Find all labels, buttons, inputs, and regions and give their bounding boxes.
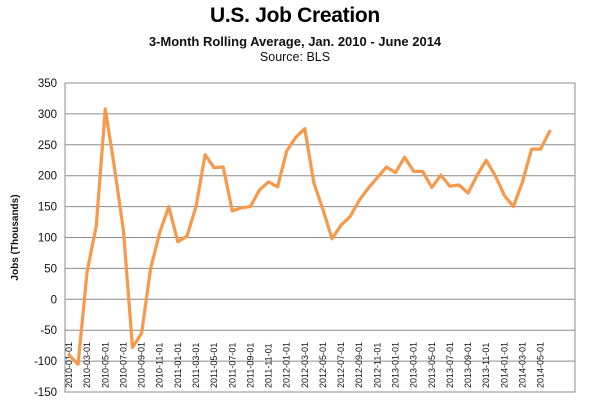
y-tick-label: 50: [44, 263, 57, 275]
x-tick-label: 2012-03-01: [300, 342, 310, 388]
x-tick-label: 2011-07-01: [227, 343, 237, 388]
y-tick-label: 350: [38, 78, 57, 90]
x-tick-label: 2013-11-01: [481, 343, 491, 388]
x-tick-label: 2012-01-01: [282, 342, 292, 388]
y-tick-label: -50: [40, 325, 57, 337]
y-axis-ticks: 350 300 250 200 150 100 50 0 -50 -100 -150: [34, 78, 57, 399]
x-tick-label: 2010-11-01: [155, 343, 165, 388]
x-tick-label: 2010-09-01: [137, 342, 147, 388]
x-tick-label: 2011-05-01: [209, 343, 219, 388]
x-tick-label: 2012-07-01: [336, 342, 346, 388]
chart-title: U.S. Job Creation: [210, 4, 380, 27]
y-tick-label: -100: [34, 356, 57, 368]
x-tick-label: 2010-05-01: [100, 342, 110, 388]
x-tick-label: 2010-01-01: [64, 342, 74, 388]
y-tick-label: 100: [38, 233, 57, 245]
x-tick-label: 2012-05-01: [318, 342, 328, 388]
x-tick-label: 2013-03-01: [409, 342, 419, 388]
series-line: [67, 107, 552, 366]
x-tick-label: 2012-11-01: [372, 343, 382, 388]
y-tick-label: 0: [51, 294, 57, 306]
chart-subtitle: 3-Month Rolling Average, Jan. 2010 - Jun…: [148, 34, 442, 49]
y-axis-label: Jobs (Thousands): [10, 194, 21, 280]
series-layer: [67, 107, 552, 366]
chart-source: Source: BLS: [259, 50, 331, 64]
x-tick-label: 2012-09-01: [354, 342, 364, 388]
x-tick-label: 2011-09-01: [245, 343, 255, 388]
x-tick-label: 2011-01-01: [173, 343, 183, 388]
y-tick-label: 300: [38, 109, 57, 121]
x-tick-label: 2010-07-01: [118, 342, 128, 388]
y-tick-label: 250: [38, 140, 57, 152]
x-tick-label: 2010-03-01: [82, 342, 92, 388]
x-tick-label: 2013-01-01: [391, 342, 401, 388]
plot-frame: [64, 82, 576, 393]
x-tick-label: 2013-09-01: [463, 342, 473, 388]
y-tick-label: 200: [38, 171, 57, 183]
x-tick-label: 2011-11-01: [264, 343, 274, 388]
y-tick-label: 150: [38, 202, 57, 214]
x-tick-label: 2014-01-01: [499, 342, 509, 388]
y-tick-label: -150: [34, 387, 57, 399]
x-tick-label: 2011-03-01: [191, 343, 201, 388]
x-tick-label: 2013-05-01: [427, 342, 437, 388]
x-tick-label: 2014-03-01: [518, 342, 528, 388]
x-axis-ticks: 2010-01-01 2010-03-01 2010-05-01 2010-07-01…: [64, 342, 546, 388]
x-tick-label: 2014-05-01: [536, 342, 546, 388]
x-tick-label: 2013-07-01: [445, 342, 455, 388]
